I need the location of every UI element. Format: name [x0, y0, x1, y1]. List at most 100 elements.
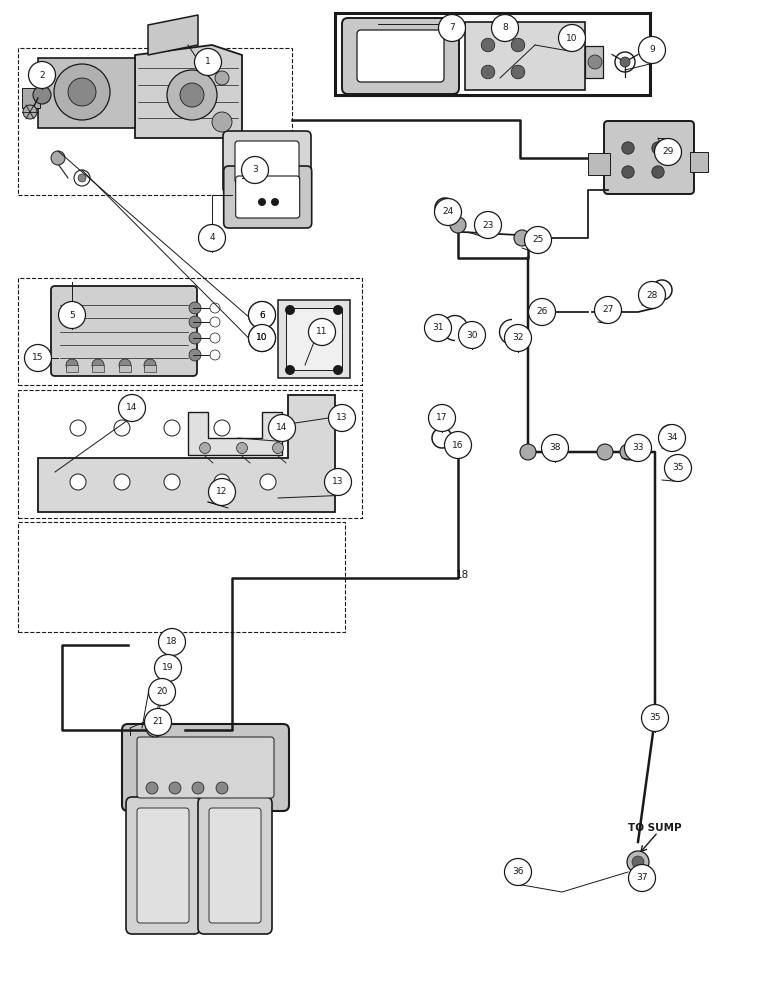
Text: 13: 13	[337, 414, 347, 422]
Circle shape	[210, 317, 220, 327]
Circle shape	[435, 198, 462, 226]
FancyBboxPatch shape	[224, 166, 312, 228]
Text: 17: 17	[436, 414, 448, 422]
Circle shape	[428, 404, 455, 432]
Circle shape	[432, 428, 452, 448]
FancyBboxPatch shape	[137, 808, 189, 923]
Circle shape	[615, 52, 635, 72]
Circle shape	[621, 166, 635, 178]
Bar	[335, 13, 650, 95]
Circle shape	[68, 78, 96, 106]
Text: 27: 27	[602, 306, 614, 314]
Circle shape	[625, 434, 652, 462]
Bar	[690, 152, 708, 172]
Text: 16: 16	[452, 440, 464, 450]
Circle shape	[547, 444, 563, 460]
FancyBboxPatch shape	[198, 797, 272, 934]
Circle shape	[627, 851, 649, 873]
FancyBboxPatch shape	[357, 30, 444, 82]
Circle shape	[23, 105, 37, 119]
Circle shape	[59, 302, 86, 328]
Circle shape	[198, 225, 225, 251]
FancyBboxPatch shape	[235, 176, 300, 218]
Circle shape	[214, 420, 230, 436]
Circle shape	[285, 365, 295, 375]
Circle shape	[329, 404, 355, 432]
FancyBboxPatch shape	[122, 724, 289, 811]
Circle shape	[628, 864, 655, 892]
FancyBboxPatch shape	[137, 737, 274, 798]
Circle shape	[333, 365, 343, 375]
Circle shape	[114, 420, 130, 436]
Text: 5: 5	[69, 310, 75, 320]
Text: 6: 6	[259, 310, 265, 320]
Text: 23: 23	[482, 221, 493, 230]
Bar	[119, 365, 131, 372]
Text: 34: 34	[666, 434, 678, 442]
Circle shape	[655, 138, 682, 165]
Text: 9: 9	[649, 45, 655, 54]
Text: 15: 15	[32, 354, 44, 362]
Text: 14: 14	[127, 403, 137, 412]
Circle shape	[638, 36, 665, 64]
Circle shape	[642, 704, 669, 732]
Circle shape	[195, 48, 222, 75]
Bar	[144, 365, 156, 372]
Text: 32: 32	[513, 334, 523, 342]
Text: 35: 35	[649, 714, 661, 722]
Bar	[585, 46, 603, 78]
Circle shape	[652, 166, 664, 178]
Circle shape	[659, 424, 686, 452]
Bar	[465, 22, 585, 90]
Text: 3: 3	[252, 165, 258, 174]
Circle shape	[199, 442, 211, 454]
Text: 21: 21	[152, 718, 164, 726]
Circle shape	[180, 83, 204, 107]
FancyBboxPatch shape	[126, 797, 200, 934]
Circle shape	[511, 65, 525, 79]
Circle shape	[164, 420, 180, 436]
Circle shape	[273, 442, 283, 454]
Circle shape	[192, 782, 204, 794]
Circle shape	[260, 474, 276, 490]
Circle shape	[632, 856, 644, 868]
Circle shape	[597, 444, 613, 460]
Circle shape	[541, 434, 568, 462]
Text: 19: 19	[162, 664, 174, 672]
Circle shape	[210, 303, 220, 313]
Circle shape	[208, 479, 235, 506]
Text: 29: 29	[662, 147, 674, 156]
Text: 11: 11	[317, 328, 328, 336]
Circle shape	[249, 302, 276, 328]
Circle shape	[620, 57, 630, 67]
Circle shape	[620, 444, 636, 460]
Bar	[286, 308, 342, 370]
Circle shape	[210, 350, 220, 360]
Circle shape	[271, 198, 279, 206]
Text: TO SUMP: TO SUMP	[628, 823, 682, 833]
Circle shape	[309, 318, 336, 346]
Circle shape	[520, 444, 536, 460]
Circle shape	[558, 25, 585, 52]
Text: 8: 8	[502, 23, 508, 32]
Text: 35: 35	[672, 464, 684, 473]
Bar	[22, 88, 40, 108]
Text: 18: 18	[166, 638, 178, 647]
Circle shape	[242, 156, 269, 183]
Text: 33: 33	[632, 444, 644, 452]
Text: 1: 1	[205, 57, 211, 66]
Text: 30: 30	[466, 330, 478, 340]
FancyBboxPatch shape	[235, 141, 299, 183]
Circle shape	[144, 359, 156, 371]
Circle shape	[118, 394, 145, 422]
Circle shape	[492, 14, 519, 41]
Text: 10: 10	[256, 334, 268, 342]
Circle shape	[269, 414, 296, 442]
Circle shape	[425, 314, 452, 342]
Text: 10: 10	[256, 334, 268, 342]
Circle shape	[236, 442, 248, 454]
Bar	[278, 300, 350, 378]
Circle shape	[504, 858, 531, 886]
Circle shape	[29, 62, 56, 89]
Text: 25: 25	[533, 235, 543, 244]
